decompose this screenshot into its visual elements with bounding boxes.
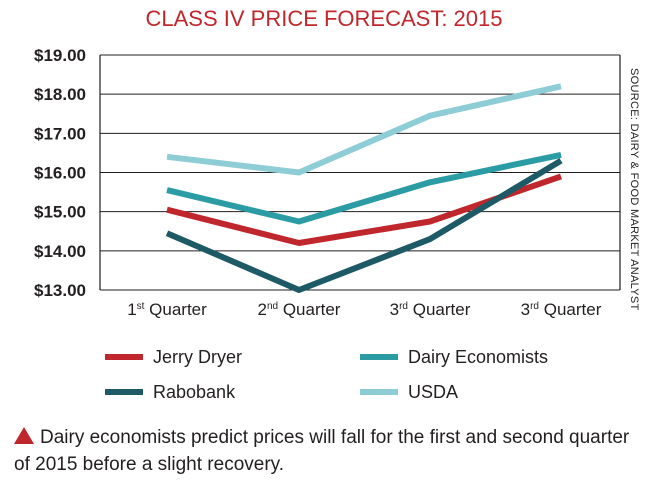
caption-text: Dairy economists predict prices will fal…: [14, 427, 630, 475]
source-note: SOURCE: DAIRY & FOOD MARKET ANALYST: [628, 68, 640, 311]
y-tick-label: $13.00: [34, 281, 86, 300]
caption: Dairy economists predict prices will fal…: [14, 424, 634, 478]
y-tick-label: $15.00: [34, 203, 86, 222]
legend-label-dairy-economists: Dairy Economists: [408, 347, 548, 367]
legend-label-jerry-dryer: Jerry Dryer: [153, 347, 242, 367]
x-tick-label: 2nd Quarter: [258, 300, 341, 319]
x-tick-label: 1st Quarter: [127, 300, 207, 319]
x-tick-label: 3rd Quarter: [390, 300, 471, 319]
y-tick-label: $17.00: [34, 124, 86, 143]
chart-title: CLASS IV PRICE FORECAST: 2015: [145, 6, 502, 31]
series-line-dairy-economists: [166, 151, 562, 225]
y-tick-label: $14.00: [34, 242, 86, 261]
series-line-jerry-dryer: [166, 173, 562, 246]
y-axis-ticks: $19.00 $18.00 $17.00 $16.00 $15.00 $14.00 $13.…: [34, 46, 86, 300]
legend-label-usda: USDA: [408, 382, 458, 402]
y-tick-label: $16.00: [34, 164, 86, 183]
series-line-rabobank: [165, 158, 563, 293]
legend: Jerry Dryer Dairy Economists Rabobank USDA: [105, 347, 548, 402]
legend-label-rabobank: Rabobank: [153, 382, 236, 402]
series-line-usda: [166, 83, 562, 176]
x-axis-ticks: 1st Quarter 2nd Quarter 3rd Quarter 3rd Qua…: [127, 300, 602, 319]
triangle-up-icon: [14, 427, 34, 444]
series-lines: [165, 83, 563, 293]
chart: CLASS IV PRICE FORECAST: 2015 $19.00 $18.…: [34, 6, 640, 402]
y-tick-label: $18.00: [34, 85, 86, 104]
y-tick-label: $19.00: [34, 46, 86, 65]
x-tick-label: 3rd Quarter: [521, 300, 602, 319]
